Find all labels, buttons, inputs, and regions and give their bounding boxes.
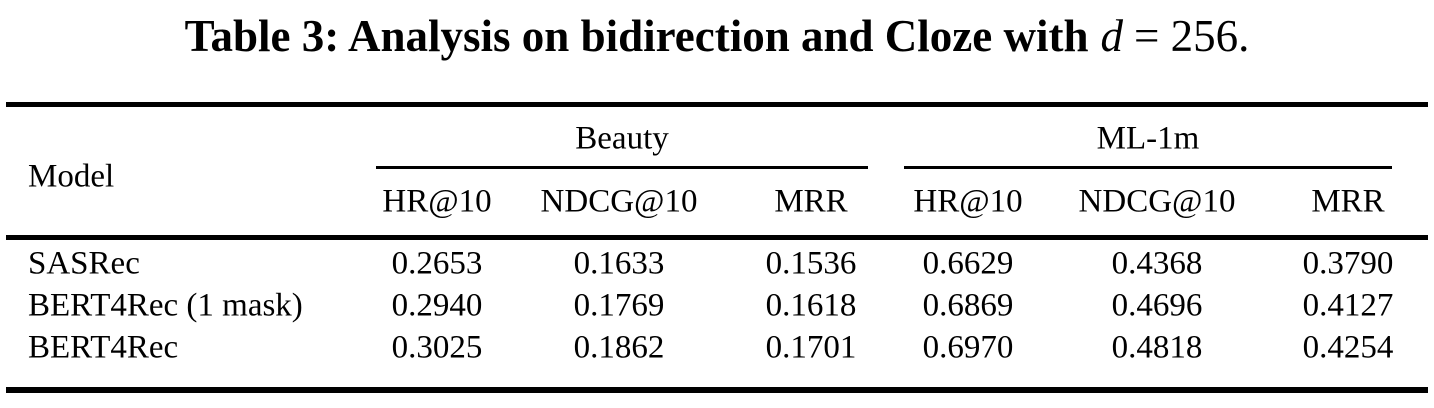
table-caption: Table 3: Analysis on bidirection and Clo… — [0, 8, 1434, 64]
value-cell: 0.3790 — [1302, 245, 1394, 282]
value-cell: 0.4254 — [1302, 329, 1394, 366]
value-cell: 0.4127 — [1302, 287, 1394, 324]
row-label-bert4rec-1mask: BERT4Rec (1 mask) — [28, 287, 303, 324]
value-cell: 0.3025 — [391, 329, 483, 366]
group-header-beauty: Beauty — [575, 120, 669, 157]
beauty-group-underline — [376, 166, 868, 169]
value-cell: 0.4818 — [1111, 329, 1203, 366]
value-cell: 0.1701 — [765, 329, 857, 366]
column-header-ml1m-mrr: MRR — [1311, 183, 1385, 220]
value-cell: 0.1618 — [765, 287, 857, 324]
value-cell: 0.4368 — [1111, 245, 1203, 282]
value-cell: 0.1862 — [573, 329, 665, 366]
column-header-beauty-ndcg10: NDCG@10 — [540, 183, 698, 220]
value-cell: 0.4696 — [1111, 287, 1203, 324]
column-header-beauty-mrr: MRR — [774, 183, 848, 220]
group-header-ml1m: ML-1m — [1096, 120, 1200, 157]
column-header-model: Model — [28, 158, 115, 195]
value-cell: 0.2653 — [391, 245, 483, 282]
column-header-ml1m-hr10: HR@10 — [913, 183, 1023, 220]
column-header-beauty-hr10: HR@10 — [382, 183, 492, 220]
ml1m-group-underline — [904, 166, 1392, 169]
row-label-bert4rec: BERT4Rec — [28, 329, 179, 366]
table-bottom-rule — [6, 387, 1428, 393]
value-cell: 0.1536 — [765, 245, 857, 282]
table-mid-rule — [6, 235, 1428, 240]
value-cell: 0.6869 — [922, 287, 1014, 324]
table-top-rule — [6, 102, 1428, 107]
caption-suffix: = 256. — [1134, 11, 1250, 61]
caption-prefix: Table 3: Analysis on bidirection and Clo… — [184, 11, 1089, 61]
row-label-sasrec: SASRec — [28, 245, 140, 282]
value-cell: 0.6970 — [922, 329, 1014, 366]
value-cell: 0.1769 — [573, 287, 665, 324]
value-cell: 0.2940 — [391, 287, 483, 324]
caption-math-var: d — [1100, 11, 1124, 61]
value-cell: 0.1633 — [573, 245, 665, 282]
column-header-ml1m-ndcg10: NDCG@10 — [1078, 183, 1236, 220]
value-cell: 0.6629 — [922, 245, 1014, 282]
